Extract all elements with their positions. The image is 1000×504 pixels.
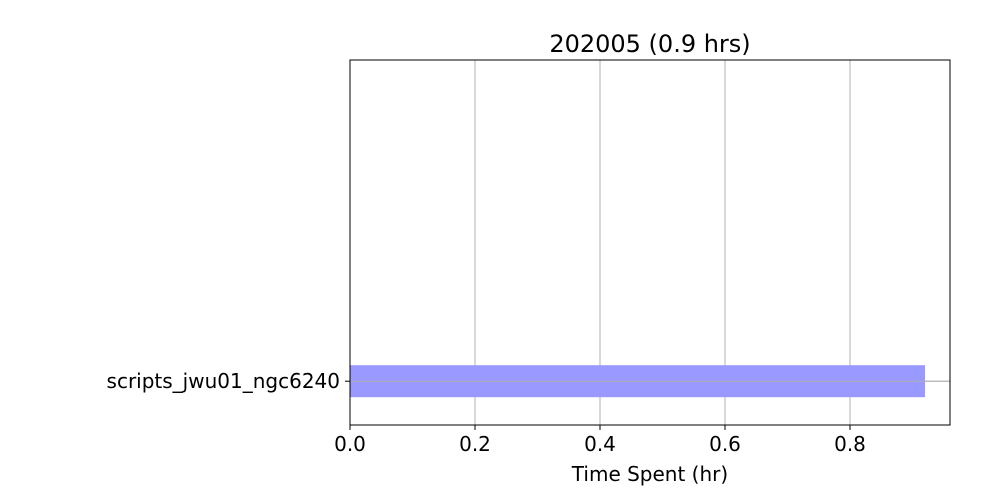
chart-title: 202005 (0.9 hrs) (549, 30, 750, 58)
y-tick-label: scripts_jwu01_ngc6240 (107, 369, 340, 393)
x-axis-ticks: 0.0 0.2 0.4 0.6 0.8 (334, 425, 866, 456)
x-tick-label: 0.0 (334, 432, 366, 456)
y-axis-ticks: scripts_jwu01_ngc6240 (107, 369, 350, 393)
x-axis-label: Time Spent (hr) (571, 462, 728, 486)
x-tick-label: 0.8 (834, 432, 866, 456)
x-tick-label: 0.2 (459, 432, 491, 456)
x-tick-label: 0.4 (584, 432, 616, 456)
bars (350, 365, 950, 398)
plot-frame (349, 59, 951, 426)
x-tick-label: 0.6 (709, 432, 741, 456)
